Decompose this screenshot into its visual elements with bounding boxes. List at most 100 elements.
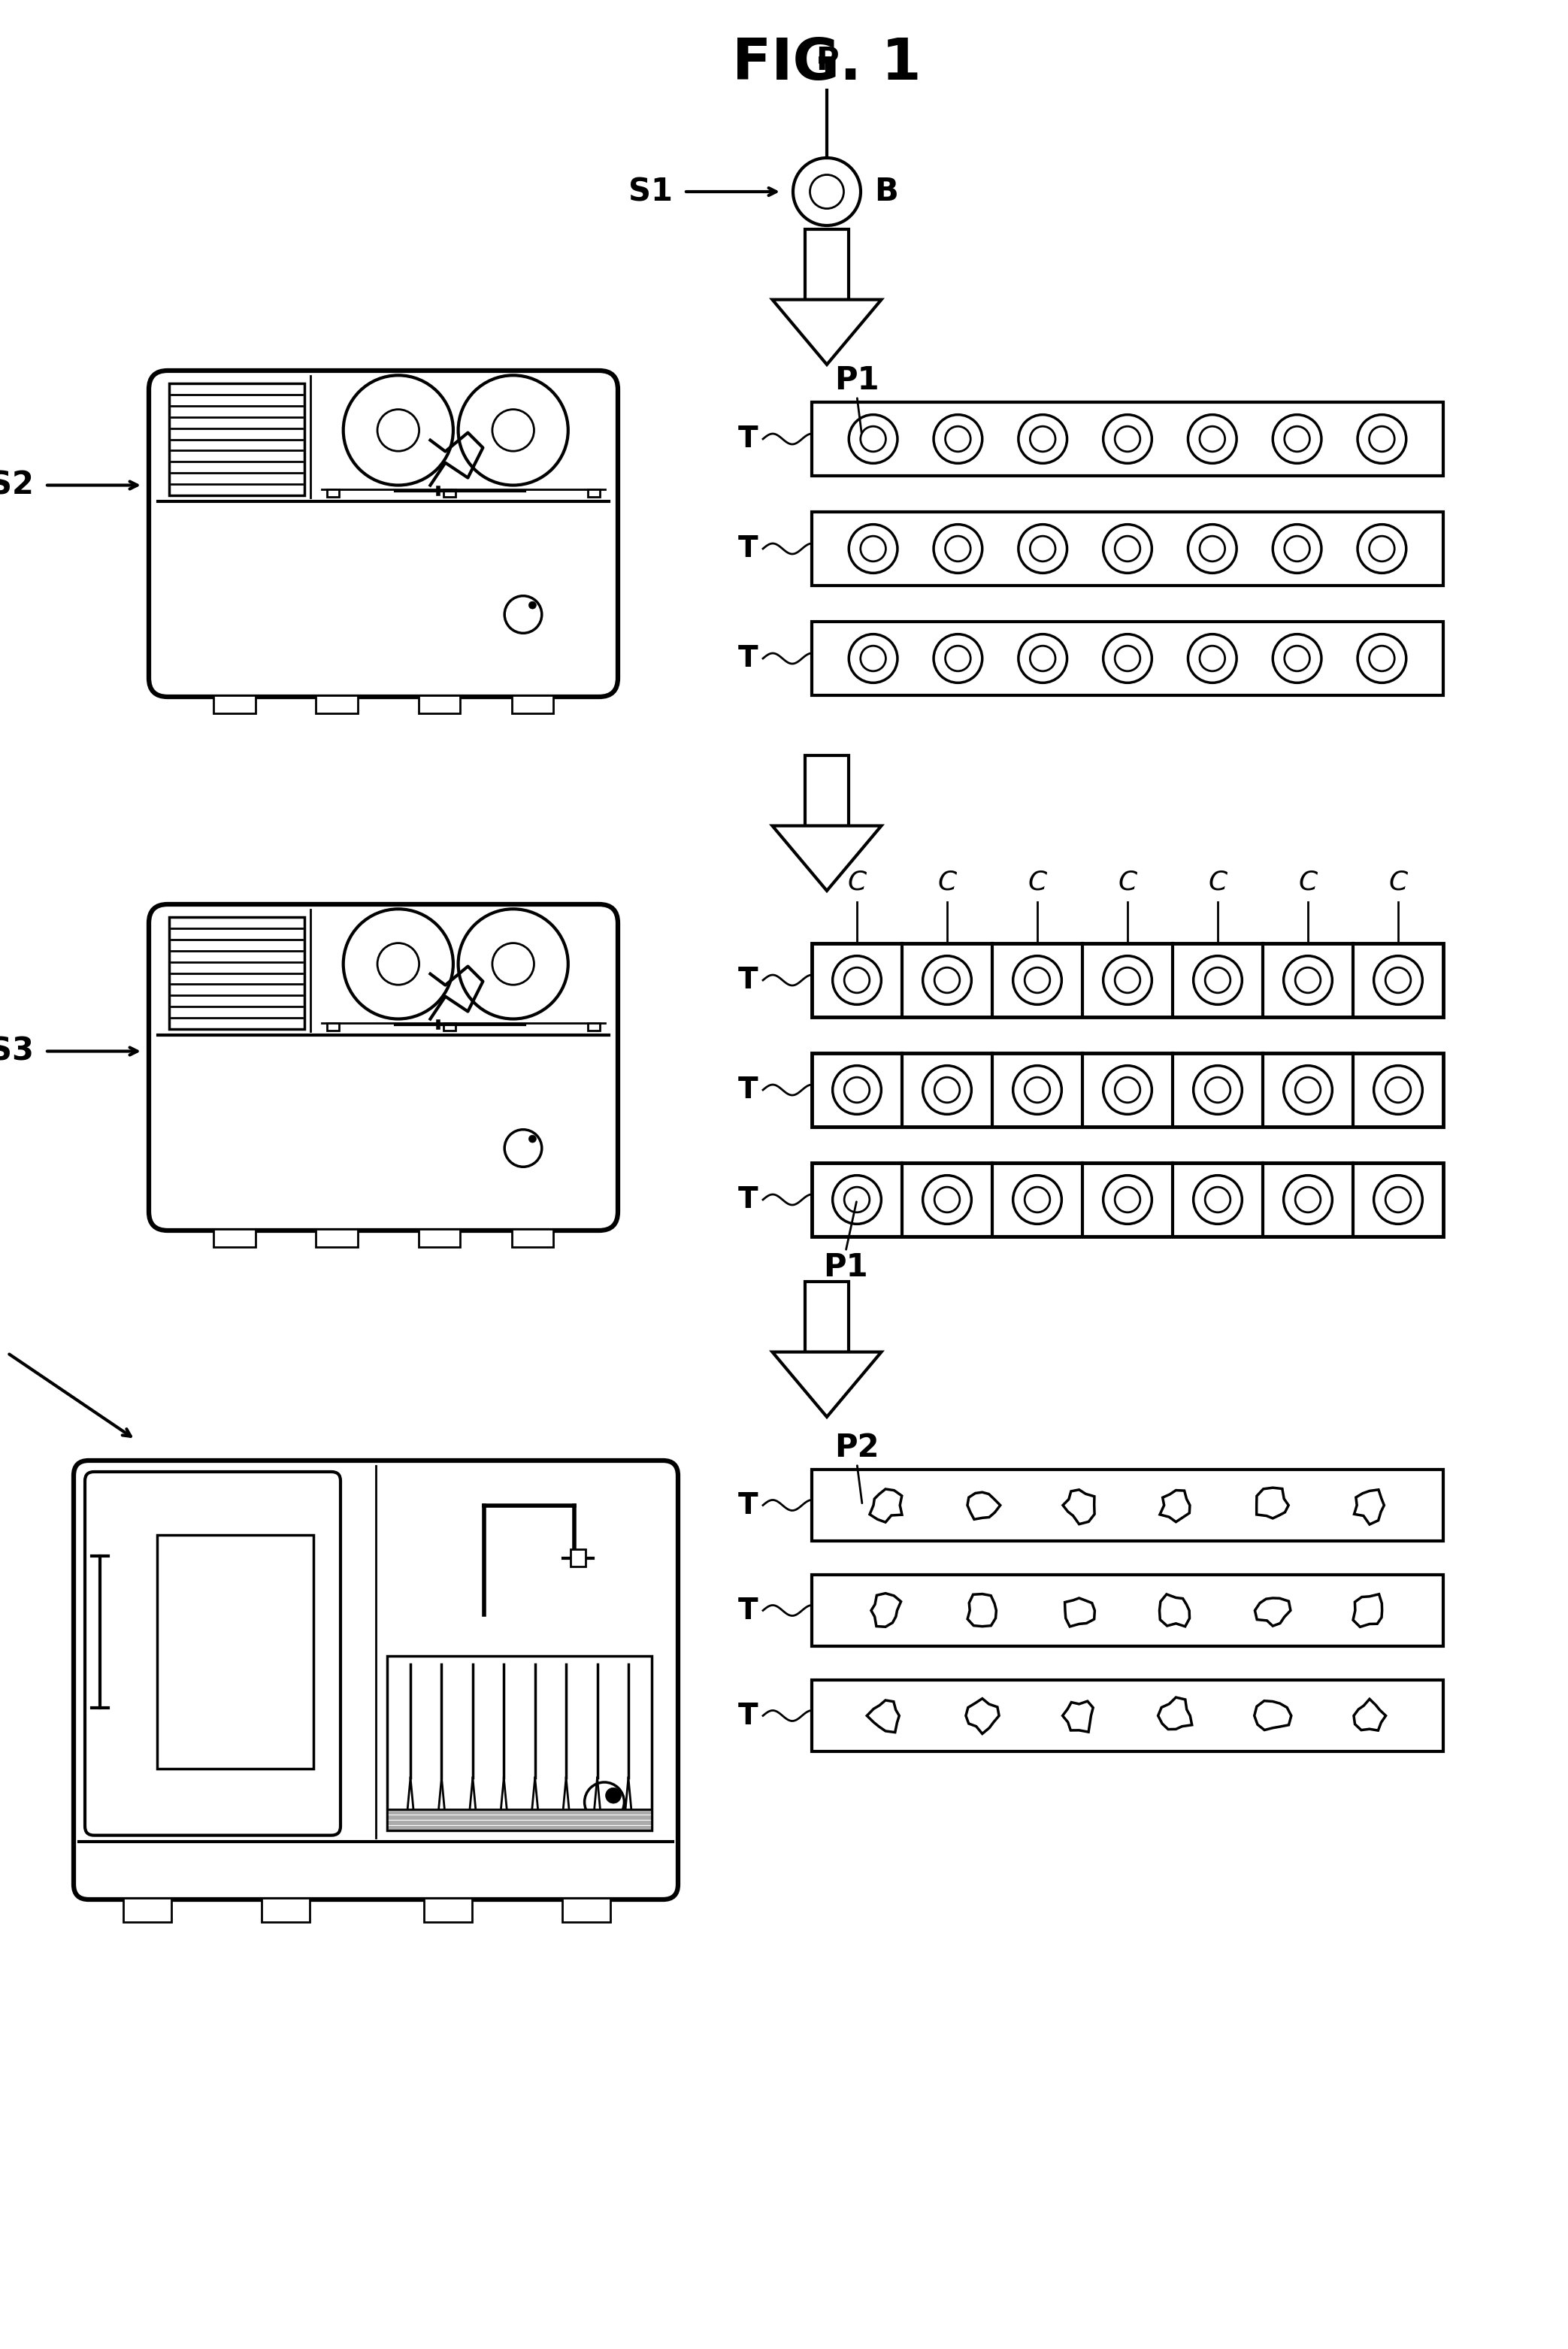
Circle shape — [946, 425, 971, 451]
Circle shape — [848, 416, 897, 463]
FancyBboxPatch shape — [85, 1473, 340, 1835]
Circle shape — [1019, 634, 1068, 684]
Circle shape — [1374, 1174, 1422, 1224]
Bar — [444, 1022, 455, 1031]
Bar — [315, 695, 358, 714]
Circle shape — [1104, 1066, 1152, 1113]
Circle shape — [1358, 416, 1406, 463]
Bar — [169, 916, 304, 1029]
Circle shape — [1104, 634, 1152, 684]
Circle shape — [946, 536, 971, 561]
Bar — [812, 1052, 1443, 1128]
Text: S1: S1 — [629, 176, 673, 207]
Bar — [124, 1898, 171, 1921]
Circle shape — [1104, 956, 1152, 1005]
Circle shape — [844, 968, 870, 994]
Polygon shape — [1256, 1487, 1289, 1517]
Bar — [511, 1229, 554, 1247]
Circle shape — [1295, 1078, 1320, 1102]
Circle shape — [1284, 1174, 1333, 1224]
Bar — [315, 1229, 358, 1247]
Circle shape — [848, 524, 897, 573]
Circle shape — [833, 956, 881, 1005]
Circle shape — [458, 376, 568, 486]
Circle shape — [1206, 1186, 1231, 1212]
Circle shape — [1193, 956, 1242, 1005]
FancyBboxPatch shape — [74, 1461, 677, 1900]
Polygon shape — [1159, 1698, 1192, 1729]
Circle shape — [933, 524, 982, 573]
Bar — [812, 402, 1443, 477]
Circle shape — [1295, 968, 1320, 994]
Bar — [804, 1283, 848, 1353]
Circle shape — [1386, 968, 1411, 994]
Circle shape — [848, 634, 897, 684]
Circle shape — [1024, 1078, 1051, 1102]
Text: C: C — [1029, 869, 1047, 895]
Circle shape — [1200, 425, 1225, 451]
Bar — [571, 1550, 585, 1567]
Circle shape — [585, 1783, 624, 1823]
Circle shape — [492, 942, 535, 984]
Bar — [563, 1898, 610, 1921]
Polygon shape — [1353, 1595, 1381, 1628]
Circle shape — [1115, 646, 1140, 672]
Polygon shape — [1355, 1489, 1385, 1525]
Polygon shape — [1254, 1597, 1290, 1626]
Circle shape — [833, 1066, 881, 1113]
Circle shape — [1284, 536, 1309, 561]
Polygon shape — [967, 1595, 996, 1626]
Text: P: P — [815, 45, 839, 78]
Circle shape — [528, 1135, 536, 1142]
Circle shape — [924, 1066, 972, 1113]
Text: P1: P1 — [823, 1252, 869, 1283]
Circle shape — [1273, 524, 1322, 573]
Circle shape — [1030, 536, 1055, 561]
Circle shape — [1013, 1066, 1062, 1113]
Circle shape — [861, 646, 886, 672]
Circle shape — [1115, 425, 1140, 451]
Bar — [812, 1163, 1443, 1236]
Bar — [213, 695, 256, 714]
Circle shape — [505, 597, 543, 634]
Circle shape — [343, 376, 453, 486]
Polygon shape — [867, 1701, 898, 1731]
Circle shape — [833, 1174, 881, 1224]
Polygon shape — [1063, 1489, 1094, 1525]
Bar — [804, 230, 848, 301]
Circle shape — [935, 968, 960, 994]
Polygon shape — [966, 1698, 999, 1734]
Circle shape — [1273, 634, 1322, 684]
Circle shape — [1115, 536, 1140, 561]
Circle shape — [1193, 1174, 1242, 1224]
Circle shape — [1024, 1186, 1051, 1212]
Circle shape — [861, 425, 886, 451]
Polygon shape — [967, 1492, 1000, 1520]
Bar — [812, 512, 1443, 585]
Bar — [812, 1574, 1443, 1647]
Polygon shape — [773, 301, 881, 364]
Circle shape — [935, 1078, 960, 1102]
Polygon shape — [773, 827, 881, 890]
Circle shape — [1369, 536, 1394, 561]
Circle shape — [1200, 646, 1225, 672]
Text: P2: P2 — [834, 1433, 880, 1463]
Polygon shape — [1160, 1489, 1190, 1522]
Bar — [387, 1809, 652, 1830]
Circle shape — [793, 157, 861, 226]
Polygon shape — [1065, 1597, 1094, 1626]
Circle shape — [946, 646, 971, 672]
Text: C: C — [938, 869, 956, 895]
Text: T: T — [739, 1186, 757, 1214]
Polygon shape — [1353, 1698, 1386, 1731]
Circle shape — [844, 1078, 870, 1102]
Bar — [419, 695, 461, 714]
Circle shape — [528, 601, 536, 608]
Circle shape — [1386, 1078, 1411, 1102]
FancyBboxPatch shape — [149, 904, 618, 1231]
Bar — [213, 1229, 256, 1247]
Text: T: T — [739, 1076, 757, 1104]
Bar — [812, 1470, 1443, 1541]
Polygon shape — [1254, 1701, 1292, 1729]
Circle shape — [458, 909, 568, 1019]
